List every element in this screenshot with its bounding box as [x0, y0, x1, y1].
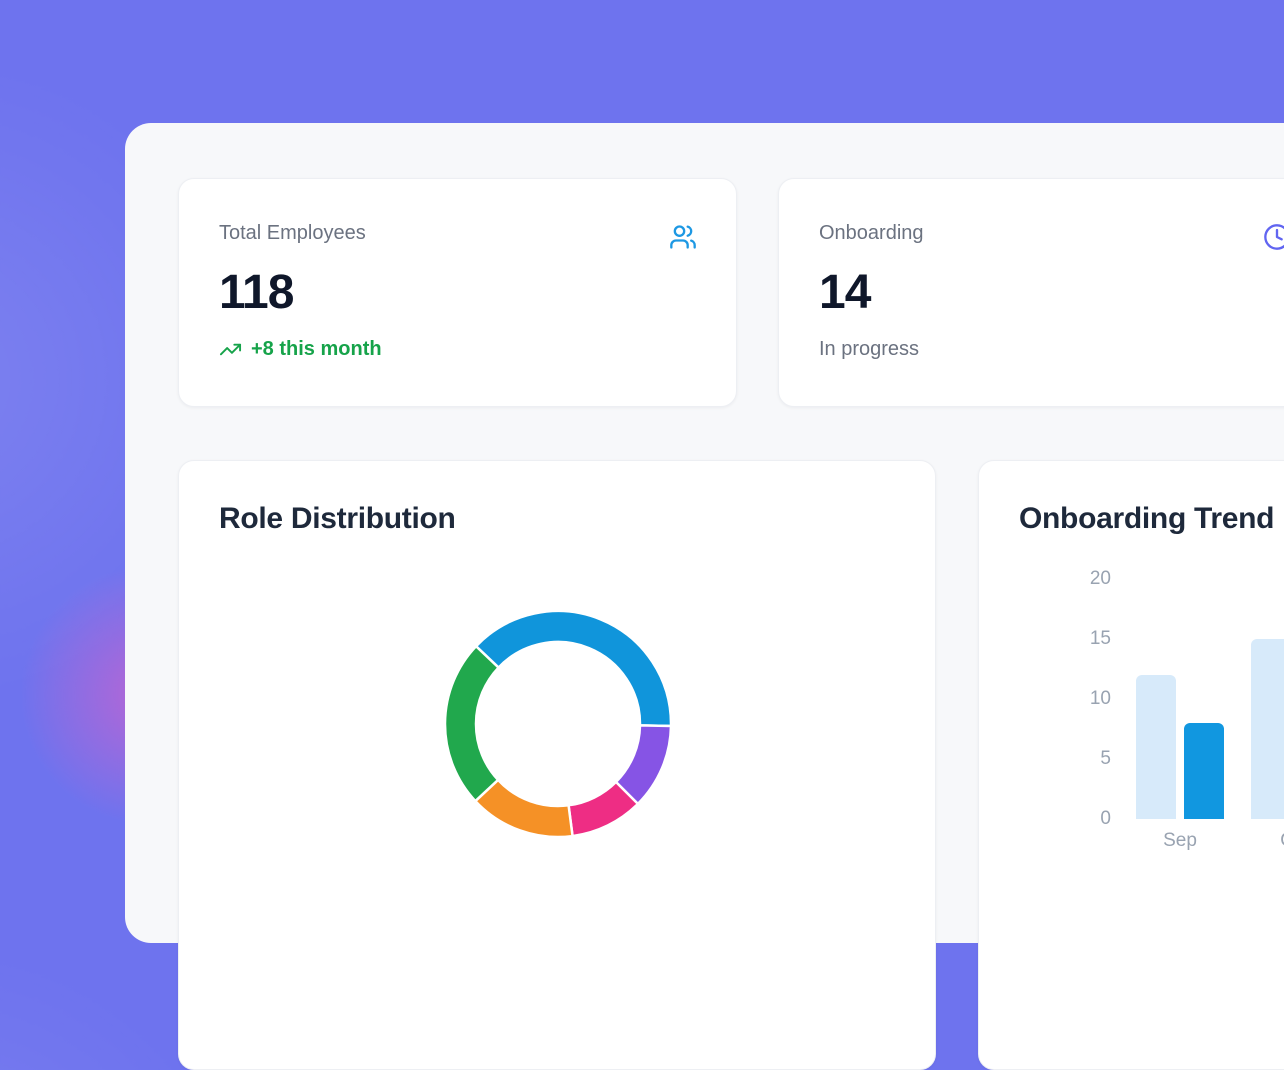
- total-employees-card: Total Employees 118 +8 this month: [178, 178, 737, 407]
- onboarding-trend-card: Onboarding Trend 0 5 10 15 20 Sep Oct: [978, 460, 1284, 1070]
- chart-title: Role Distribution: [219, 502, 456, 535]
- trend-plot: 0 5 10 15 20 Sep Oct: [979, 461, 1284, 1069]
- x-axis-label: Sep: [1163, 830, 1197, 851]
- donut-segment: [474, 609, 673, 728]
- onboarding-card: Onboarding 14 In progress: [778, 178, 1284, 407]
- bar-oct-series1: [1251, 639, 1284, 819]
- stat-trend: +8 this month: [219, 336, 382, 362]
- stat-value: 118: [219, 266, 294, 319]
- donut-segment: [443, 644, 501, 803]
- users-icon: [669, 223, 697, 251]
- stat-value: 14: [819, 266, 871, 319]
- x-axis-label: Oct: [1250, 829, 1284, 853]
- bar-sep-series1: [1136, 675, 1176, 819]
- y-axis-tick: 15: [1089, 628, 1111, 649]
- y-axis-tick: 5: [1100, 748, 1111, 769]
- role-distribution-card: Role Distribution: [178, 460, 936, 1070]
- stat-label: Total Employees: [219, 222, 366, 244]
- role-donut-chart: [443, 609, 673, 839]
- trending-up-icon: [219, 343, 242, 355]
- bar-sep-series2: [1184, 723, 1224, 819]
- dashboard-panel: Total Employees 118 +8 this month Onboar…: [125, 123, 1284, 1070]
- chart-title: Onboarding Trend: [1019, 502, 1275, 535]
- y-axis-tick: 20: [1089, 568, 1111, 589]
- trend-text: +8 this month: [251, 338, 382, 360]
- y-axis-tick: 0: [1100, 808, 1111, 829]
- y-axis-tick: 10: [1089, 688, 1111, 709]
- clock-icon: [1263, 223, 1284, 251]
- stat-label: Onboarding: [819, 222, 924, 244]
- stat-subtext: In progress: [819, 338, 920, 360]
